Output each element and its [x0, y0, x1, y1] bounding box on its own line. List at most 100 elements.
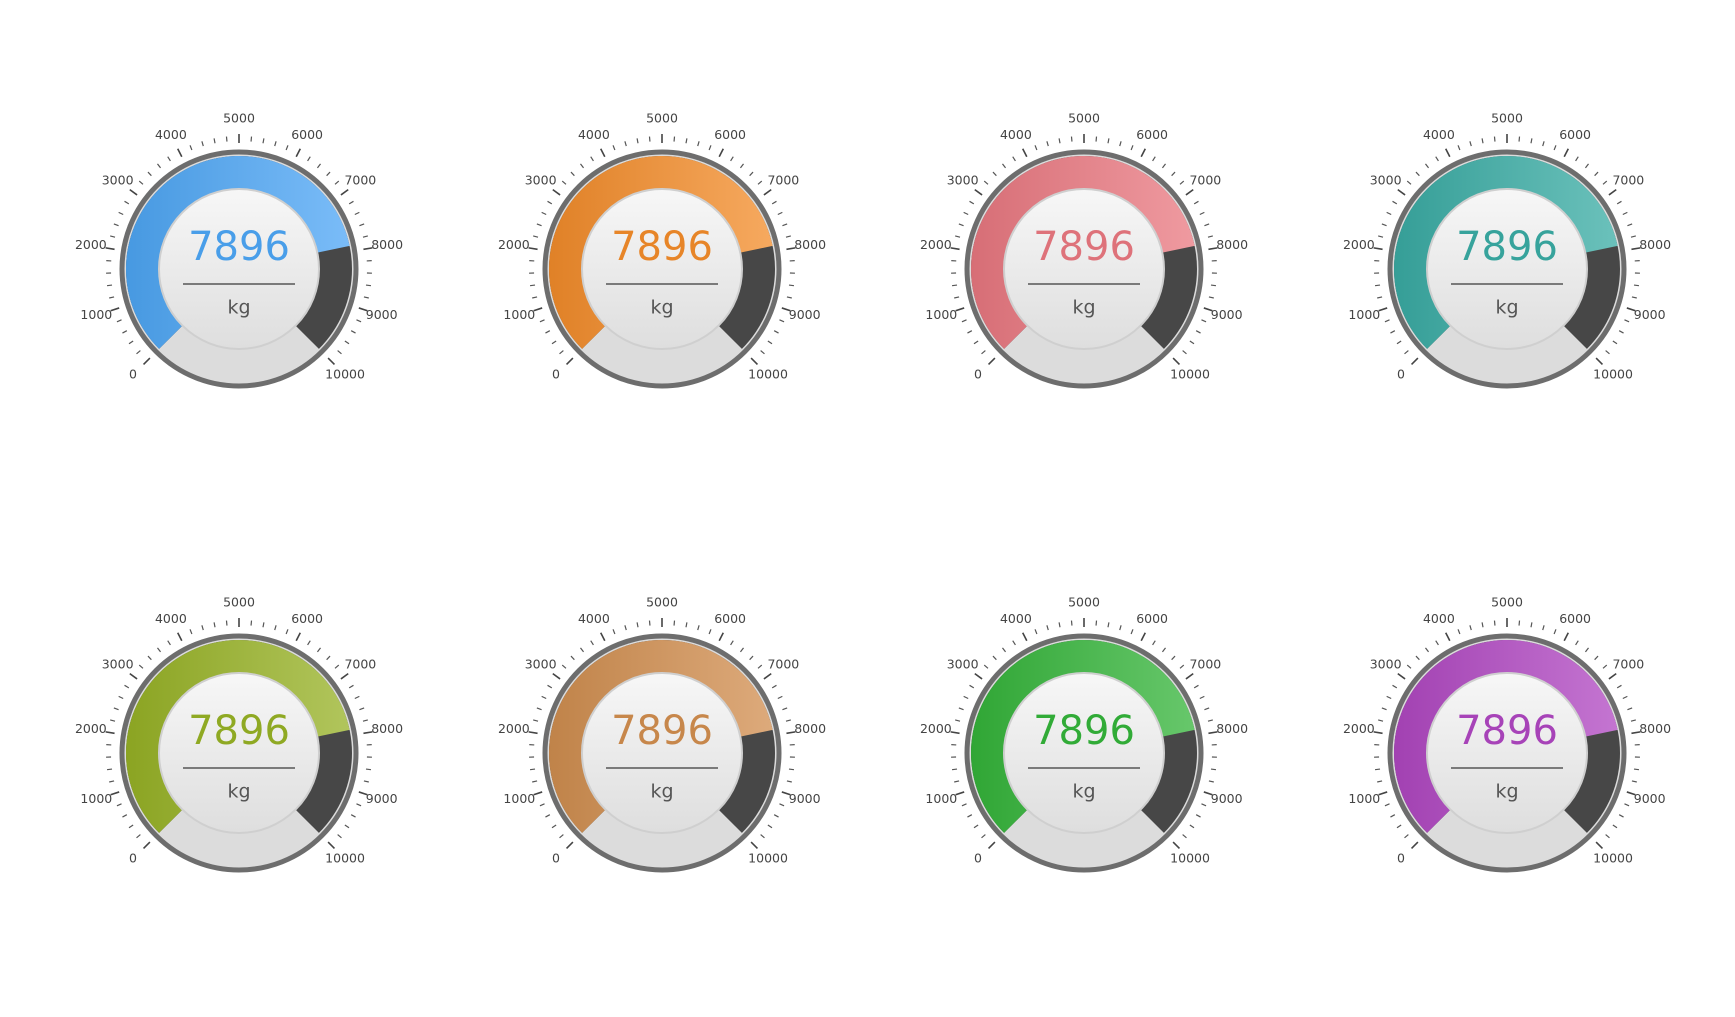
minor-tick [307, 156, 311, 162]
minor-tick [356, 319, 362, 323]
minor-tick [1404, 834, 1409, 839]
gauge: 0 1000 2000 3000 4000 5000 6000 7000 8000 9000 100… [1343, 111, 1671, 389]
tick-label: 9000 [1634, 791, 1666, 806]
minor-tick [786, 780, 792, 783]
minor-tick [1396, 824, 1402, 829]
tick-label: 1000 [80, 307, 112, 322]
minor-tick [536, 707, 542, 711]
gauge-value: 7896 [611, 708, 713, 754]
minor-tick [529, 768, 536, 771]
gauge-face [581, 188, 743, 350]
minor-tick [981, 834, 986, 839]
minor-tick [1481, 622, 1484, 628]
tick-label: 9000 [789, 791, 821, 806]
minor-tick [128, 340, 134, 345]
tick-label: 5000 [646, 595, 678, 610]
tick-label: 9000 [1211, 307, 1243, 322]
minor-tick [344, 340, 350, 345]
tick-label: 1000 [925, 791, 957, 806]
tick-label: 4000 [1000, 127, 1032, 142]
major-tick [358, 791, 368, 796]
minor-tick [559, 350, 564, 355]
minor-tick [760, 350, 765, 355]
tick-label: 1000 [1348, 307, 1380, 322]
major-tick [950, 731, 960, 735]
minor-tick [1107, 138, 1110, 144]
major-tick [295, 632, 302, 642]
major-tick [1185, 189, 1194, 196]
minor-tick [785, 719, 791, 722]
tick-label: 2000 [498, 237, 530, 252]
minor-tick [1002, 647, 1007, 653]
minor-tick [782, 707, 788, 711]
minor-tick [757, 180, 763, 185]
minor-tick [362, 235, 368, 238]
major-tick [763, 673, 772, 680]
minor-tick [1469, 625, 1472, 631]
minor-tick [213, 138, 216, 144]
tick-label: 4000 [578, 611, 610, 626]
minor-tick [539, 319, 545, 323]
major-tick [955, 791, 965, 796]
tick-label: 2000 [75, 721, 107, 736]
tick-label: 7000 [767, 172, 799, 187]
minor-tick [1201, 803, 1207, 807]
gauge-value: 7896 [1456, 224, 1558, 270]
minor-tick [167, 156, 171, 162]
minor-tick [136, 350, 141, 355]
minor-tick [1002, 163, 1007, 169]
minor-tick [749, 171, 754, 177]
minor-tick [354, 695, 360, 700]
minor-tick [536, 223, 542, 227]
major-tick [750, 357, 759, 366]
minor-tick [958, 707, 964, 711]
major-tick [110, 307, 120, 312]
minor-tick [1193, 684, 1199, 689]
minor-tick [1415, 171, 1420, 177]
minor-tick [262, 138, 265, 144]
gauge-unit: kg [1495, 297, 1518, 319]
minor-tick [1425, 163, 1430, 169]
minor-tick [1612, 340, 1618, 345]
minor-tick [1627, 707, 1633, 711]
major-tick [129, 189, 138, 196]
minor-tick [533, 719, 539, 722]
major-tick [1631, 731, 1641, 735]
minor-tick [1046, 141, 1049, 147]
gauge-unit: kg [650, 297, 673, 319]
minor-tick [1119, 141, 1122, 147]
minor-tick [545, 330, 551, 334]
tick-label: 4000 [155, 127, 187, 142]
minor-tick [1553, 629, 1557, 635]
minor-tick [1384, 319, 1390, 323]
minor-tick [138, 180, 144, 185]
tick-label: 9000 [1634, 307, 1666, 322]
minor-tick [1481, 138, 1484, 144]
minor-tick [561, 180, 567, 185]
minor-tick [1193, 200, 1199, 205]
minor-tick [969, 684, 975, 689]
minor-tick [1627, 223, 1633, 227]
minor-tick [1130, 145, 1134, 151]
minor-tick [344, 824, 350, 829]
minor-tick [1378, 719, 1384, 722]
minor-tick [365, 768, 372, 771]
minor-tick [1377, 296, 1383, 299]
minor-tick [1384, 803, 1390, 807]
minor-tick [1195, 814, 1201, 818]
minor-tick [777, 695, 783, 700]
tick-label: 0 [129, 851, 137, 866]
minor-tick [274, 141, 277, 147]
gauge-unit: kg [1495, 781, 1518, 803]
tick-label: 7000 [767, 656, 799, 671]
minor-tick [612, 629, 616, 635]
gauge-face [1003, 672, 1165, 834]
tick-label: 8000 [371, 721, 403, 736]
major-tick [750, 841, 759, 850]
minor-tick [961, 803, 967, 807]
major-tick [1595, 357, 1604, 366]
tick-label: 6000 [1136, 611, 1168, 626]
minor-tick [1630, 235, 1636, 238]
tick-label: 7000 [1189, 656, 1221, 671]
minor-tick [189, 629, 193, 635]
